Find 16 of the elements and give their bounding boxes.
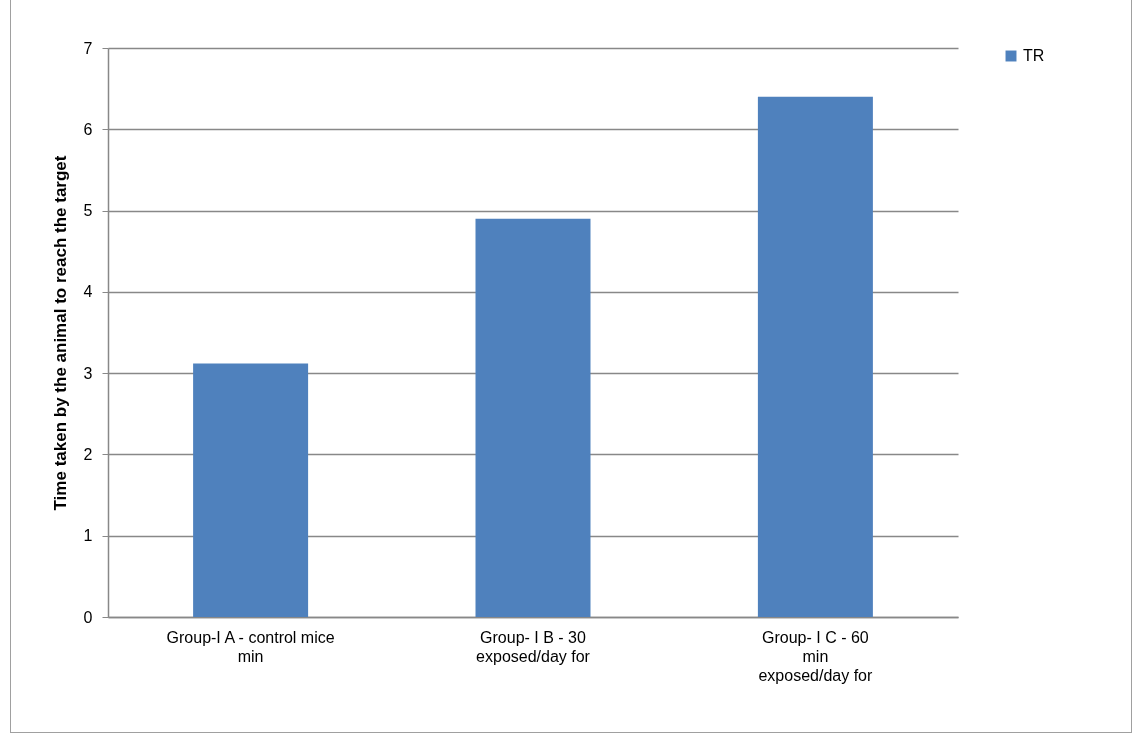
bar	[757, 96, 873, 617]
y-tick-label: 0	[83, 608, 93, 626]
x-tick-label: Group- I C - 60 min exposed/day for	[758, 628, 873, 684]
bar	[193, 363, 309, 617]
y-axis-title: Time taken by the animal to reach the target	[50, 155, 70, 511]
y-tick-label: 5	[83, 202, 93, 220]
y-tick-label: 3	[83, 364, 93, 382]
y-tick-label: 4	[83, 283, 93, 301]
x-tick-label: Group- I B - 30 exposed/day for	[476, 628, 591, 665]
legend-label: TR	[1023, 47, 1045, 64]
y-tick-label: 7	[83, 39, 93, 57]
y-tick-label: 6	[83, 120, 93, 138]
x-tick-label: Group-I A - control mice min	[166, 628, 335, 665]
bar	[475, 218, 591, 617]
y-tick-label: 2	[83, 445, 93, 463]
y-tick-label: 1	[83, 527, 93, 545]
